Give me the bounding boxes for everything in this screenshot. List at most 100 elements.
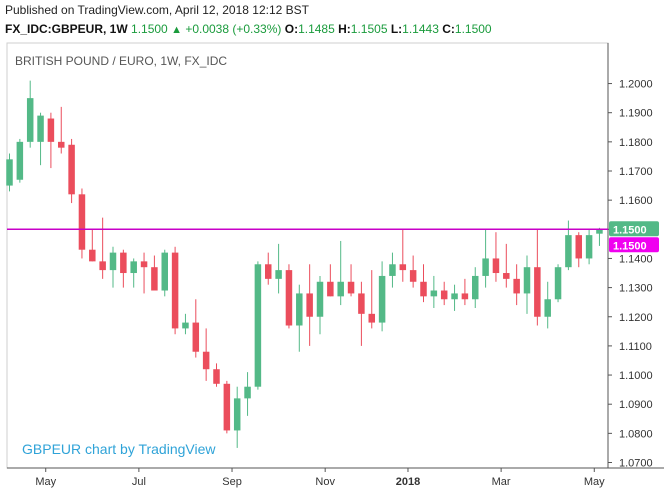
candle [523, 255, 531, 314]
candle-body [296, 293, 303, 326]
candle-body [202, 351, 210, 370]
close-value: 1.1500 [454, 22, 492, 36]
candle [213, 363, 220, 387]
y-tick-label: 1.1000 [619, 370, 653, 382]
symbol-info-bar: FX_IDC:GBPEUR, 1W 1.1500 ▲ +0.0038 (+0.3… [5, 22, 492, 36]
candle-body [26, 98, 34, 142]
candle [192, 299, 200, 358]
candle-body [213, 369, 220, 384]
x-tick-label: May [35, 476, 56, 488]
x-tick-label: Mar [492, 476, 511, 488]
watermark-link[interactable]: GBPEUR chart by TradingView [22, 441, 216, 457]
candle-body [513, 278, 520, 294]
candle [575, 232, 582, 268]
candle-body [585, 235, 593, 259]
candle [99, 217, 106, 279]
candle-body [503, 273, 510, 279]
candle-body [461, 293, 469, 300]
candle-body [37, 115, 44, 142]
candle-body [472, 275, 479, 300]
candle [16, 138, 24, 183]
candle-body [89, 249, 96, 262]
chart-title: BRITISH POUND / EURO, 1W, FX_IDC [15, 54, 227, 68]
candle [409, 255, 417, 288]
candle [596, 227, 603, 246]
y-tick-label: 1.2000 [619, 79, 653, 91]
candle [296, 284, 303, 352]
candle-body [523, 267, 531, 294]
y-tick-label: 1.1900 [619, 108, 653, 120]
candle-body [109, 252, 117, 271]
candle-body [554, 267, 562, 300]
open-label: O: [284, 22, 299, 36]
candle-body [223, 383, 231, 431]
candle-body [265, 264, 272, 279]
last-price: 1.1500 [131, 22, 168, 36]
x-tick-label: May [584, 476, 605, 488]
candle [534, 229, 541, 326]
candle [368, 270, 375, 329]
candle [420, 264, 427, 303]
candle [202, 328, 210, 381]
line-price-badge: 1.1500 [609, 237, 659, 253]
candle-body [399, 264, 407, 271]
candle-body [347, 281, 355, 294]
symbol-label[interactable]: FX_IDC:GBPEUR, 1W [5, 22, 128, 36]
y-tick-label: 1.1600 [619, 195, 653, 207]
candle-body [275, 270, 282, 279]
y-axis-ticks: 1.0700 1.0800 1.0900 1.1000 1.1100 1.1200 1.13… [608, 79, 653, 470]
candle [244, 372, 251, 416]
candle-body [192, 322, 200, 352]
candle-body [420, 281, 427, 297]
x-tick-label: Jul [132, 476, 146, 488]
candle-body [565, 235, 572, 268]
candle [461, 278, 469, 306]
candle [358, 281, 365, 346]
last-price-badge-label: 1.1500 [613, 224, 647, 236]
candle [544, 281, 551, 329]
candle-body [6, 159, 13, 186]
high-value: 1.1505 [350, 22, 388, 36]
candle-body [368, 313, 375, 323]
candle-body [182, 322, 189, 329]
y-tick-label: 1.1400 [619, 253, 653, 265]
candle-body [378, 275, 386, 323]
candle [585, 229, 593, 265]
candle [47, 112, 55, 169]
candle [316, 275, 324, 335]
candle-body [120, 252, 127, 274]
candle [68, 138, 75, 204]
candle-body [285, 270, 293, 326]
candle [440, 281, 448, 306]
candle-body [409, 270, 417, 282]
candle-body [58, 141, 65, 148]
last-price-badge: 1.1500 [609, 221, 659, 237]
candle [171, 246, 179, 335]
candle-body [596, 229, 603, 234]
candle-body [254, 264, 262, 387]
candle [233, 386, 241, 448]
y-tick-label: 1.1800 [619, 137, 653, 149]
candle [492, 232, 500, 282]
candle [6, 153, 13, 192]
candle [503, 243, 510, 288]
close-label: C: [442, 22, 455, 36]
candle [275, 243, 282, 294]
candle-body [534, 267, 541, 317]
candle-body [492, 258, 500, 274]
x-axis-ticks: May Jul Sep Nov 2018 Mar May [35, 468, 605, 488]
y-tick-label: 1.0900 [619, 399, 653, 411]
candle-body [171, 252, 179, 329]
low-value: 1.1443 [402, 22, 439, 36]
candle [378, 261, 386, 332]
candle-body [140, 261, 148, 268]
candle [161, 249, 168, 297]
candle [109, 246, 117, 288]
candle-body [316, 281, 324, 317]
candle [285, 264, 293, 329]
candle [327, 264, 334, 297]
candle-body [440, 290, 448, 300]
plot-area[interactable] [6, 42, 609, 469]
candle [223, 380, 231, 434]
